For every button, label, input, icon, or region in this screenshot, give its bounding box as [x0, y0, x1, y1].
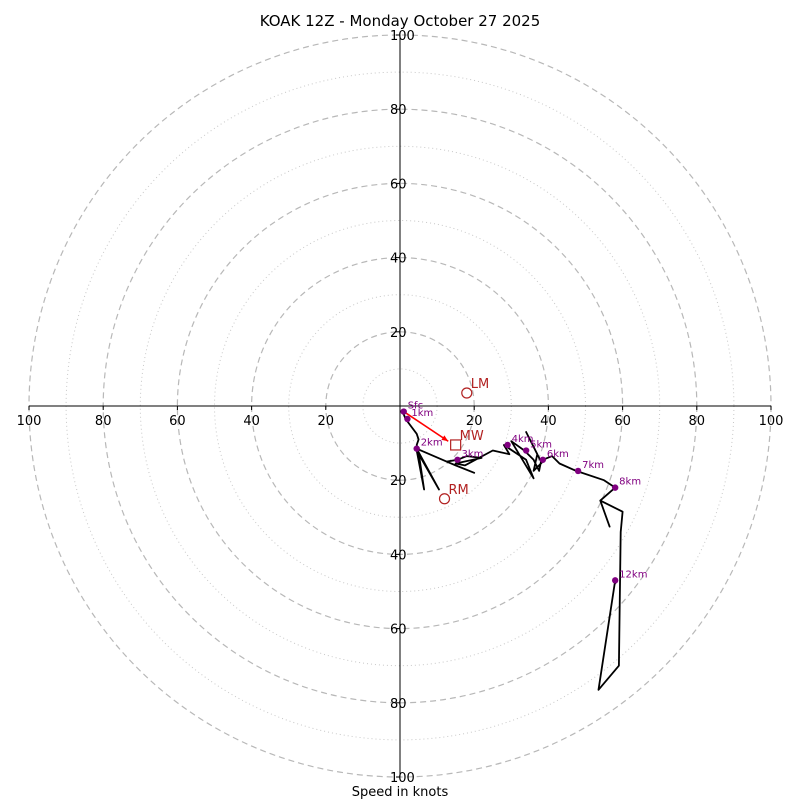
x-tick-label: 60 [169, 414, 186, 429]
x-tick-label: 80 [689, 414, 706, 429]
height-marker-5km [522, 447, 530, 454]
axes [29, 35, 771, 777]
height-marker-12km [611, 577, 619, 584]
y-tick-label: 80 [390, 697, 407, 712]
height-label-Sfc: Sfc [408, 401, 423, 412]
y-tick-label: 40 [390, 252, 407, 267]
height-marker-7km [574, 467, 582, 475]
height-label-8km: 8km [619, 477, 641, 488]
shear-vector-arrowhead [441, 435, 449, 442]
x-tick-label: 20 [466, 414, 483, 429]
x-tick-label: 20 [318, 414, 335, 429]
height-label-1km: 1km [411, 408, 433, 419]
storm-motion-markers: LM MW RM [438, 377, 489, 505]
storm-motion-marker-LM [461, 387, 473, 399]
height-label-7km: 7km [582, 460, 604, 471]
storm-motion-label-LM: LM [471, 377, 489, 392]
x-tick-label: 80 [95, 414, 112, 429]
height-marker-2km [413, 445, 420, 452]
height-label-4km: 4km [512, 434, 534, 445]
shear-vector-line [403, 410, 449, 442]
height-marker-8km [611, 484, 619, 491]
height-label-3km: 3km [462, 449, 484, 460]
height-label-2km: 2km [421, 438, 443, 449]
height-label-6km: 6km [547, 449, 569, 460]
x-tick-label: 60 [614, 414, 631, 429]
x-tick-label: 100 [759, 414, 784, 429]
x-axis-label: Speed in knots [352, 785, 449, 800]
y-tick-label: 60 [390, 623, 407, 638]
hodograph-line [401, 409, 624, 691]
x-tick-label: 40 [540, 414, 557, 429]
y-tick-label: 100 [390, 29, 415, 44]
storm-motion-marker-RM [438, 493, 451, 505]
height-label-5km: 5km [530, 440, 552, 451]
y-tick-label: 20 [390, 474, 407, 489]
chart-title: KOAK 12Z - Monday October 27 2025 [260, 12, 541, 30]
y-tick-label: 40 [390, 548, 407, 563]
height-label-12km: 12km [619, 569, 647, 580]
storm-motion-marker-MW [450, 439, 462, 451]
storm-motion-label-RM: RM [449, 483, 469, 498]
storm-motion-label-MW: MW [460, 429, 484, 444]
y-tick-label: 60 [390, 177, 407, 192]
x-tick-label: 40 [243, 414, 260, 429]
height-marker-6km [539, 456, 547, 463]
height-marker-Sfc [400, 408, 407, 415]
y-tick-label: 80 [390, 103, 407, 118]
height-marker-1km [404, 415, 411, 423]
tick-labels: 100 80 60 40 20 20 40 60 80 100 100 80 60 40 20 20 40 60 8… [17, 29, 784, 786]
height-marker-4km [504, 441, 511, 449]
hodograph-trace [401, 409, 624, 691]
shear-vector [403, 410, 449, 442]
x-tick-label: 100 [17, 414, 42, 429]
height-marker-3km [454, 456, 461, 463]
y-tick-label: 100 [390, 771, 415, 786]
y-tick-label: 20 [390, 326, 407, 341]
